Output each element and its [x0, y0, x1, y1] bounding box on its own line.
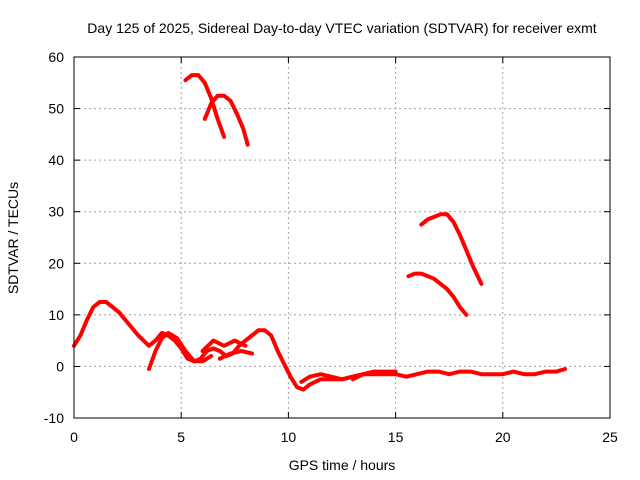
y-tick-label: 50 — [48, 101, 64, 117]
series-line-trace-c — [200, 338, 248, 353]
x-tick-label: 0 — [70, 429, 78, 445]
x-tick-label: 10 — [281, 429, 297, 445]
y-tick-label: 20 — [48, 255, 64, 271]
x-axis-label: GPS time / hours — [289, 457, 396, 473]
x-tick-label: 15 — [388, 429, 404, 445]
axis-ticks — [73, 56, 611, 419]
x-tick-label: 20 — [495, 429, 511, 445]
x-tick-label: 25 — [602, 429, 618, 445]
y-tick-label: 10 — [48, 307, 64, 323]
series-line-main-trace — [72, 300, 567, 392]
series-line-arc-2 — [202, 93, 250, 147]
y-axis-label: SDTVAR / TECUs — [5, 182, 21, 294]
series-line-trace-d — [217, 349, 254, 361]
series-line-trace-b — [147, 330, 214, 371]
series-line-arc-4 — [419, 212, 484, 286]
series-line-arc-3 — [406, 271, 469, 317]
x-tick-label: 5 — [177, 429, 185, 445]
y-tick-label: -10 — [44, 410, 64, 426]
chart-title: Day 125 of 2025, Sidereal Day-to-day VTE… — [87, 20, 596, 36]
x-tick-labels: 0 5 10 15 20 25 — [70, 429, 618, 445]
series-line-arc-1 — [183, 73, 227, 139]
y-tick-label: 0 — [56, 358, 64, 374]
grid — [74, 57, 610, 418]
y-tick-label: 60 — [48, 49, 64, 65]
plot-frame — [73, 56, 611, 419]
data-series — [72, 73, 567, 392]
y-tick-label: 40 — [48, 152, 64, 168]
y-tick-label: 30 — [48, 204, 64, 220]
y-tick-labels: -10 0 10 20 30 40 50 60 — [44, 49, 64, 426]
series-line-trace-f — [350, 369, 398, 382]
